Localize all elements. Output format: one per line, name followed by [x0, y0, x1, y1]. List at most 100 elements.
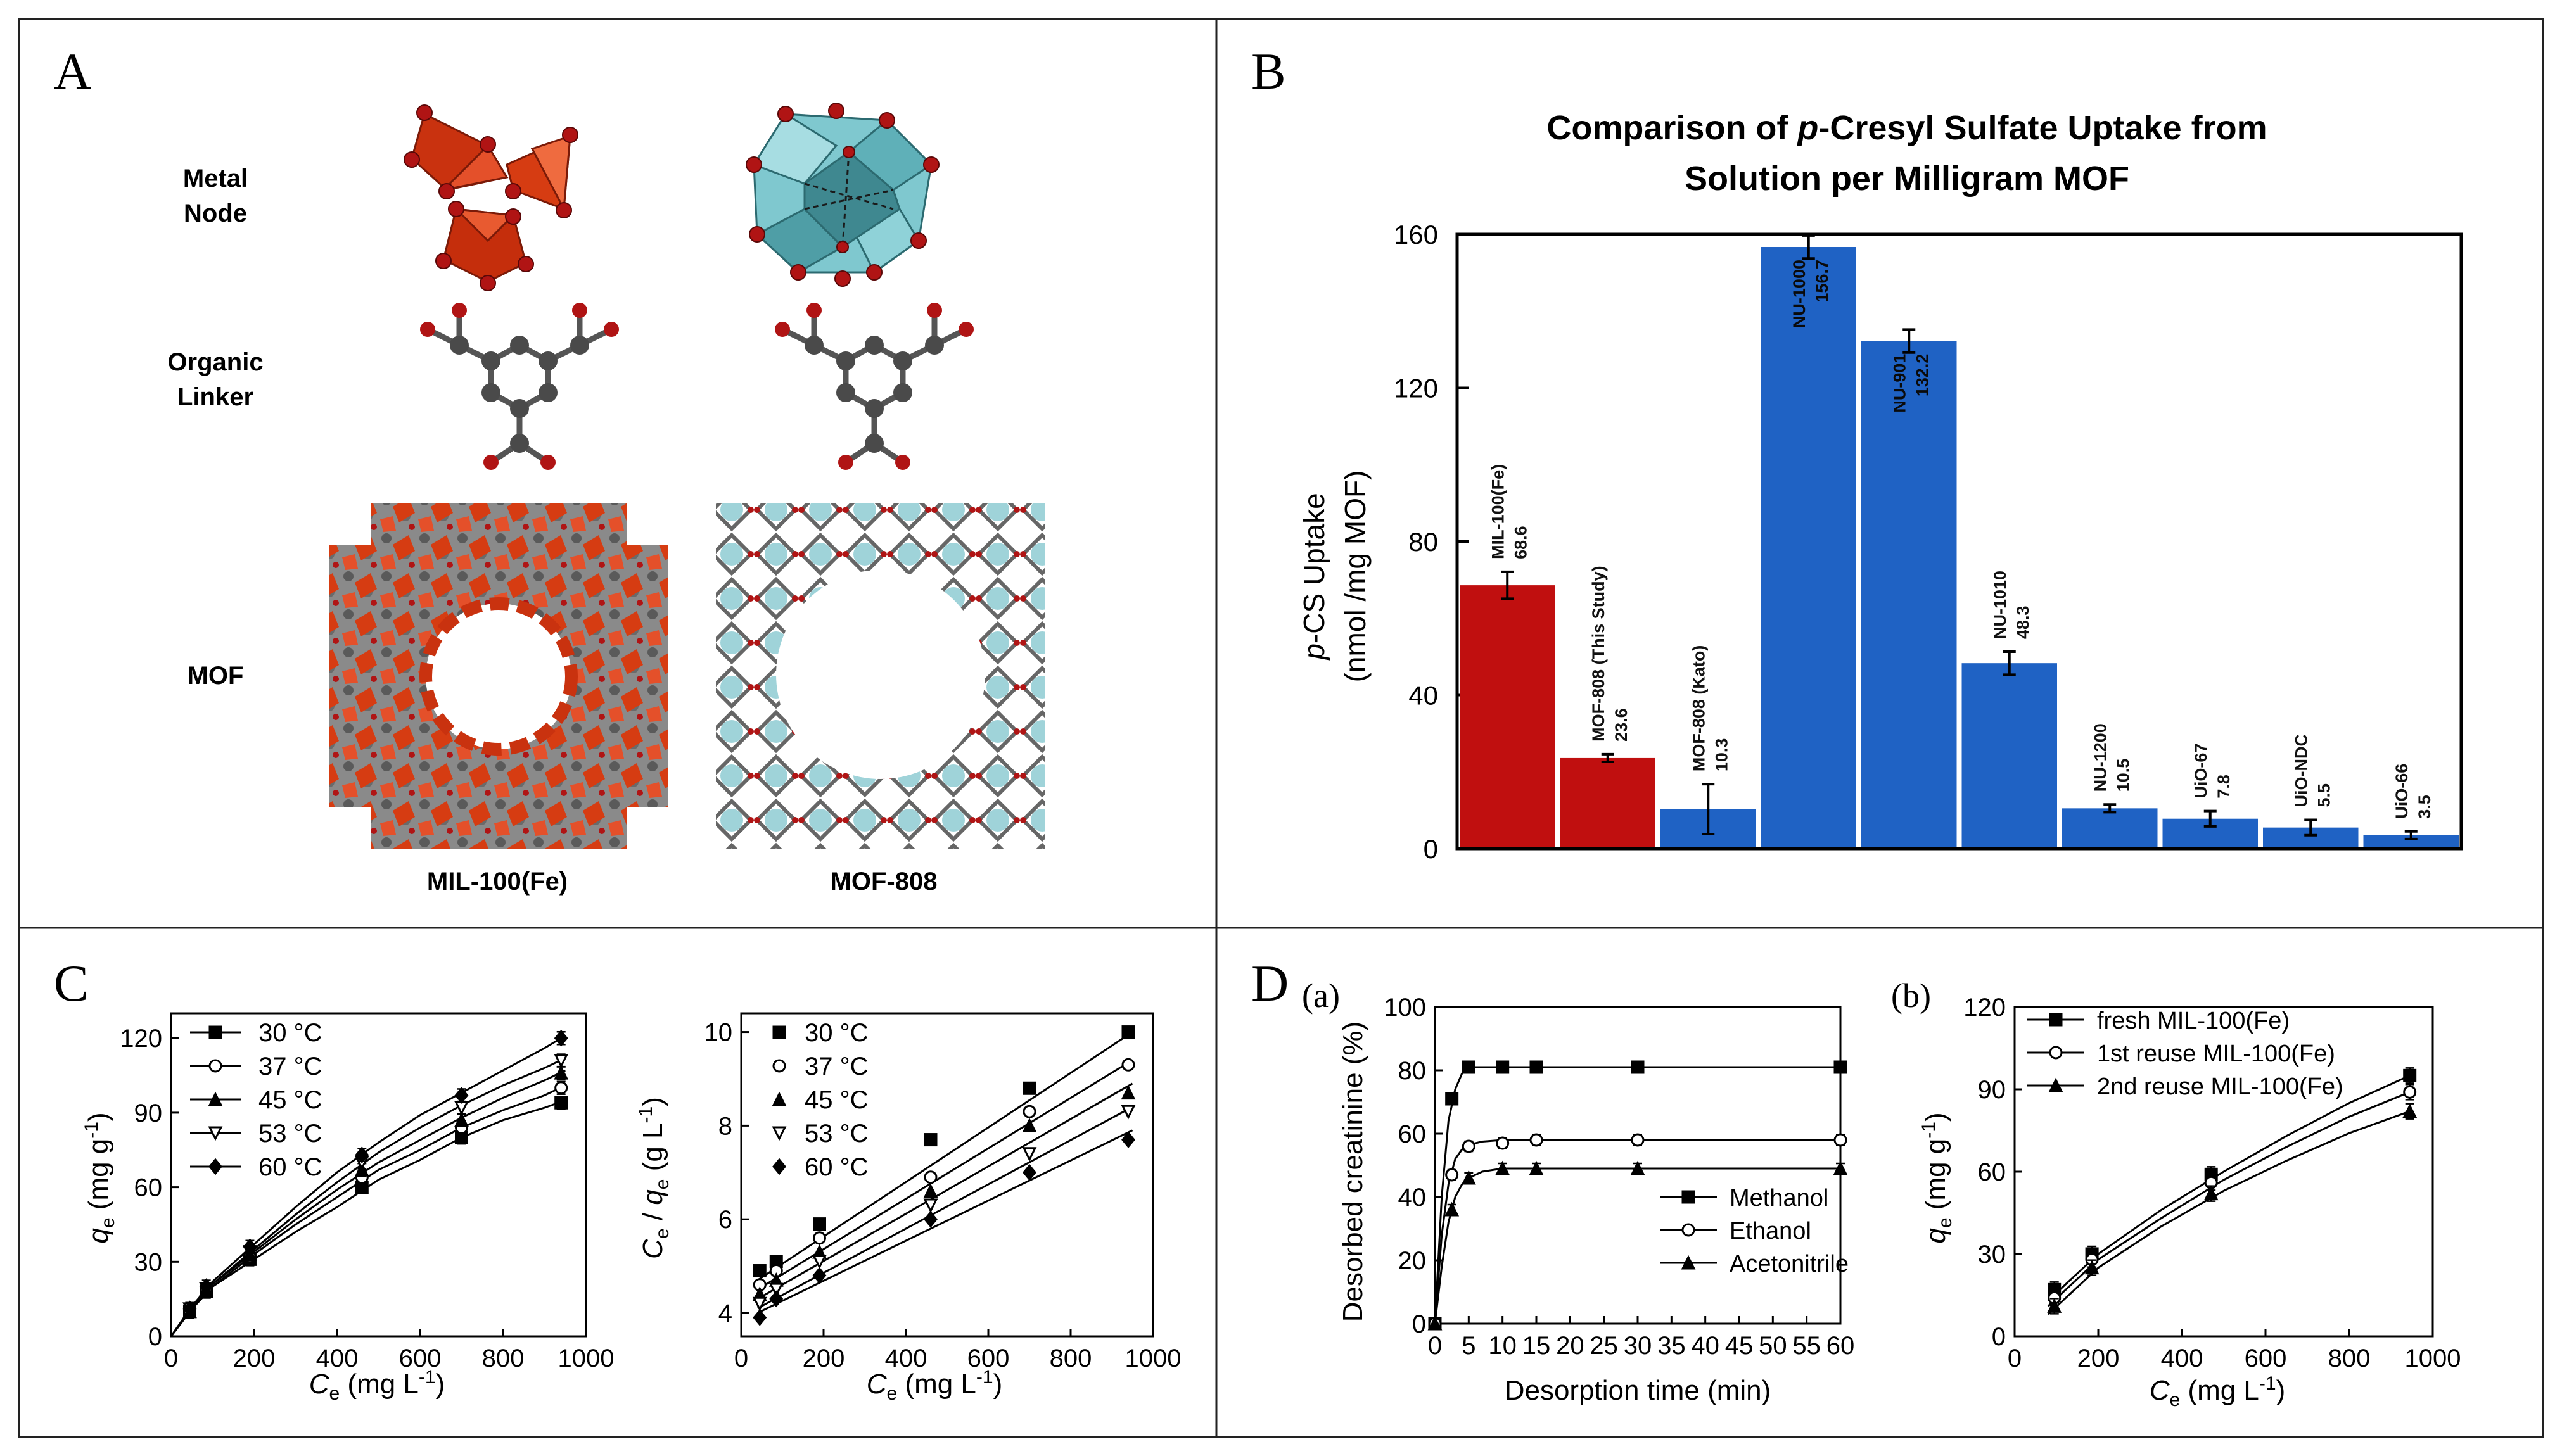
x-tick-label: 25 [1590, 1332, 1618, 1360]
bar-value-label: 5.5 [2314, 783, 2333, 807]
data-point [1022, 1147, 1037, 1162]
data-point [924, 1210, 938, 1228]
panel-letter-b: B [1251, 42, 1286, 100]
y-tick-label: 20 [1398, 1247, 1427, 1275]
data-point [1023, 1163, 1036, 1181]
data-point [768, 1282, 784, 1298]
chart-d1-xlabel: Desorption time (min) [1505, 1375, 1771, 1406]
data-point [554, 1065, 569, 1080]
data-point [1833, 1060, 1847, 1074]
chart-b-title-line1: Comparison of p-Cresyl Sulfate Uptake fr… [1546, 109, 2267, 147]
chart-b-ytick-label: 160 [1394, 220, 1438, 250]
x-tick-label: 600 [967, 1345, 1010, 1372]
data-point [1496, 1060, 1510, 1074]
data-point [454, 1112, 469, 1127]
legend-label: 45 °C [258, 1086, 322, 1114]
y-tick-label: 90 [1978, 1076, 2006, 1104]
data-point [1427, 1315, 1443, 1331]
bar-value-label: 48.3 [2013, 605, 2032, 639]
chart-b-title-line2: Solution per Milligram MOF [1685, 160, 2129, 198]
legend-marker [772, 1158, 786, 1175]
chart-c2-plot: 0 200 400 600 800 1000 4 6 8 10 30 °C 37 °C 45 °C 53 … [704, 1012, 1181, 1372]
y-tick-label: 100 [1384, 994, 1426, 1022]
data-point [554, 1081, 568, 1095]
data-point [554, 1029, 568, 1047]
chart-c1-xlabel: Ce (mg L-1) [309, 1367, 445, 1404]
x-tick-label: 0 [2008, 1345, 2022, 1372]
mof-framework-mil100 [329, 503, 668, 849]
x-tick-label: 400 [2161, 1345, 2203, 1372]
data-point [554, 1096, 568, 1110]
plot-frame [170, 1012, 587, 1338]
panel-d-border [1215, 927, 2544, 1438]
row-label-mof: MOF [188, 662, 244, 690]
data-point [2403, 1068, 2417, 1082]
plot-frame [740, 1012, 1154, 1338]
data-point [923, 1198, 938, 1213]
legend-marker [2048, 1077, 2063, 1092]
x-tick-label: 0 [164, 1345, 178, 1372]
panel-b-bar-chart: Comparison of p-Cresyl Sulfate Uptake fr… [1297, 109, 2463, 864]
chart-d2-xlabel: Ce (mg L-1) [2150, 1373, 2286, 1410]
data-point [1445, 1168, 1459, 1182]
panel-letter-d: D [1251, 954, 1289, 1012]
bar-value-label: 132.2 [1913, 354, 1932, 397]
chart-d1-sublabel: (a) [1302, 977, 1340, 1015]
bar-value-label: 156.7 [1813, 260, 1832, 303]
y-tick-label: 60 [1978, 1158, 2006, 1186]
panel-borders [18, 18, 2544, 1438]
x-tick-label: 400 [316, 1345, 359, 1372]
bar-name-label: UiO-66 [2392, 764, 2411, 819]
series-line [2047, 1110, 2411, 1315]
bar-name-label: MOF-808 (Kato) [1689, 645, 1708, 772]
data-point [182, 1300, 197, 1318]
x-tick-label: 35 [1657, 1332, 1686, 1360]
legend-marker [1681, 1190, 1695, 1204]
data-point [1462, 1060, 1475, 1074]
panel-letter-c: C [54, 954, 89, 1012]
chart-b-frame [1455, 232, 2463, 851]
data-point [1631, 1133, 1645, 1147]
panel-letter-a: A [54, 42, 91, 100]
y-tick-label: 0 [148, 1323, 162, 1351]
data-point [1023, 1081, 1036, 1095]
legend-label: fresh MIL-100(Fe) [2097, 1008, 2290, 1034]
x-tick-label: 10 [1488, 1332, 1517, 1360]
y-tick-label: 60 [1398, 1120, 1427, 1148]
legend-label: 60 °C [805, 1153, 869, 1181]
x-tick-label: 400 [885, 1345, 927, 1372]
legend-label: 2nd reuse MIL-100(Fe) [2097, 1073, 2343, 1100]
bar-name-label: MOF-808 (This Study) [1589, 566, 1608, 742]
chart-d1-plot: 0 5 10 15 20 25 30 35 40 45 50 55 60020406080100Meth… [1384, 994, 1854, 1360]
data-point [1630, 1160, 1645, 1175]
bar-value-label: 7.8 [2214, 775, 2233, 799]
legend-marker [772, 1091, 787, 1106]
data-point [2403, 1085, 2417, 1099]
y-tick-label: 0 [1992, 1323, 2006, 1351]
data-point [1496, 1136, 1510, 1150]
panel-c-right-chart: 0 200 400 600 800 1000 4 6 8 10 30 °C 37 °C 45 °C 53 … [635, 1012, 1181, 1404]
x-tick-label: 50 [1759, 1332, 1787, 1360]
chart-b-bars: MIL-100(Fe) 68.6 MOF-808 (This Study) 23.6 M… [1460, 234, 2459, 849]
legend-marker [772, 1059, 786, 1073]
bar-value-label: 23.6 [1612, 708, 1631, 742]
bar-name-label: NU-1010 [1991, 571, 2010, 639]
data-point [1121, 1025, 1135, 1039]
x-tick-label: 45 [1725, 1332, 1754, 1360]
x-tick-label: 200 [803, 1345, 845, 1372]
data-point [1445, 1092, 1459, 1106]
row-label-linker-line1: Organic [167, 348, 263, 376]
data-point [2203, 1186, 2219, 1201]
y-tick-label: 60 [134, 1174, 163, 1202]
data-point [2047, 1298, 2062, 1313]
panel-a: Metal Node Organic Linker MOF [167, 103, 1045, 896]
bar-name-label: NU-1200 [2091, 723, 2110, 792]
legend-label: 53 °C [805, 1120, 869, 1148]
data-point [1631, 1060, 1645, 1074]
data-point [1462, 1139, 1475, 1153]
chart-d2-plot: 0 200 400 600 800 1000 0 30 60 90 120 fresh MIL-100… [1963, 994, 2461, 1372]
y-tick-label: 120 [120, 1025, 162, 1053]
bar-uio-66 [2363, 835, 2459, 849]
x-tick-label: 30 [1624, 1332, 1652, 1360]
data-point [1121, 1058, 1135, 1072]
